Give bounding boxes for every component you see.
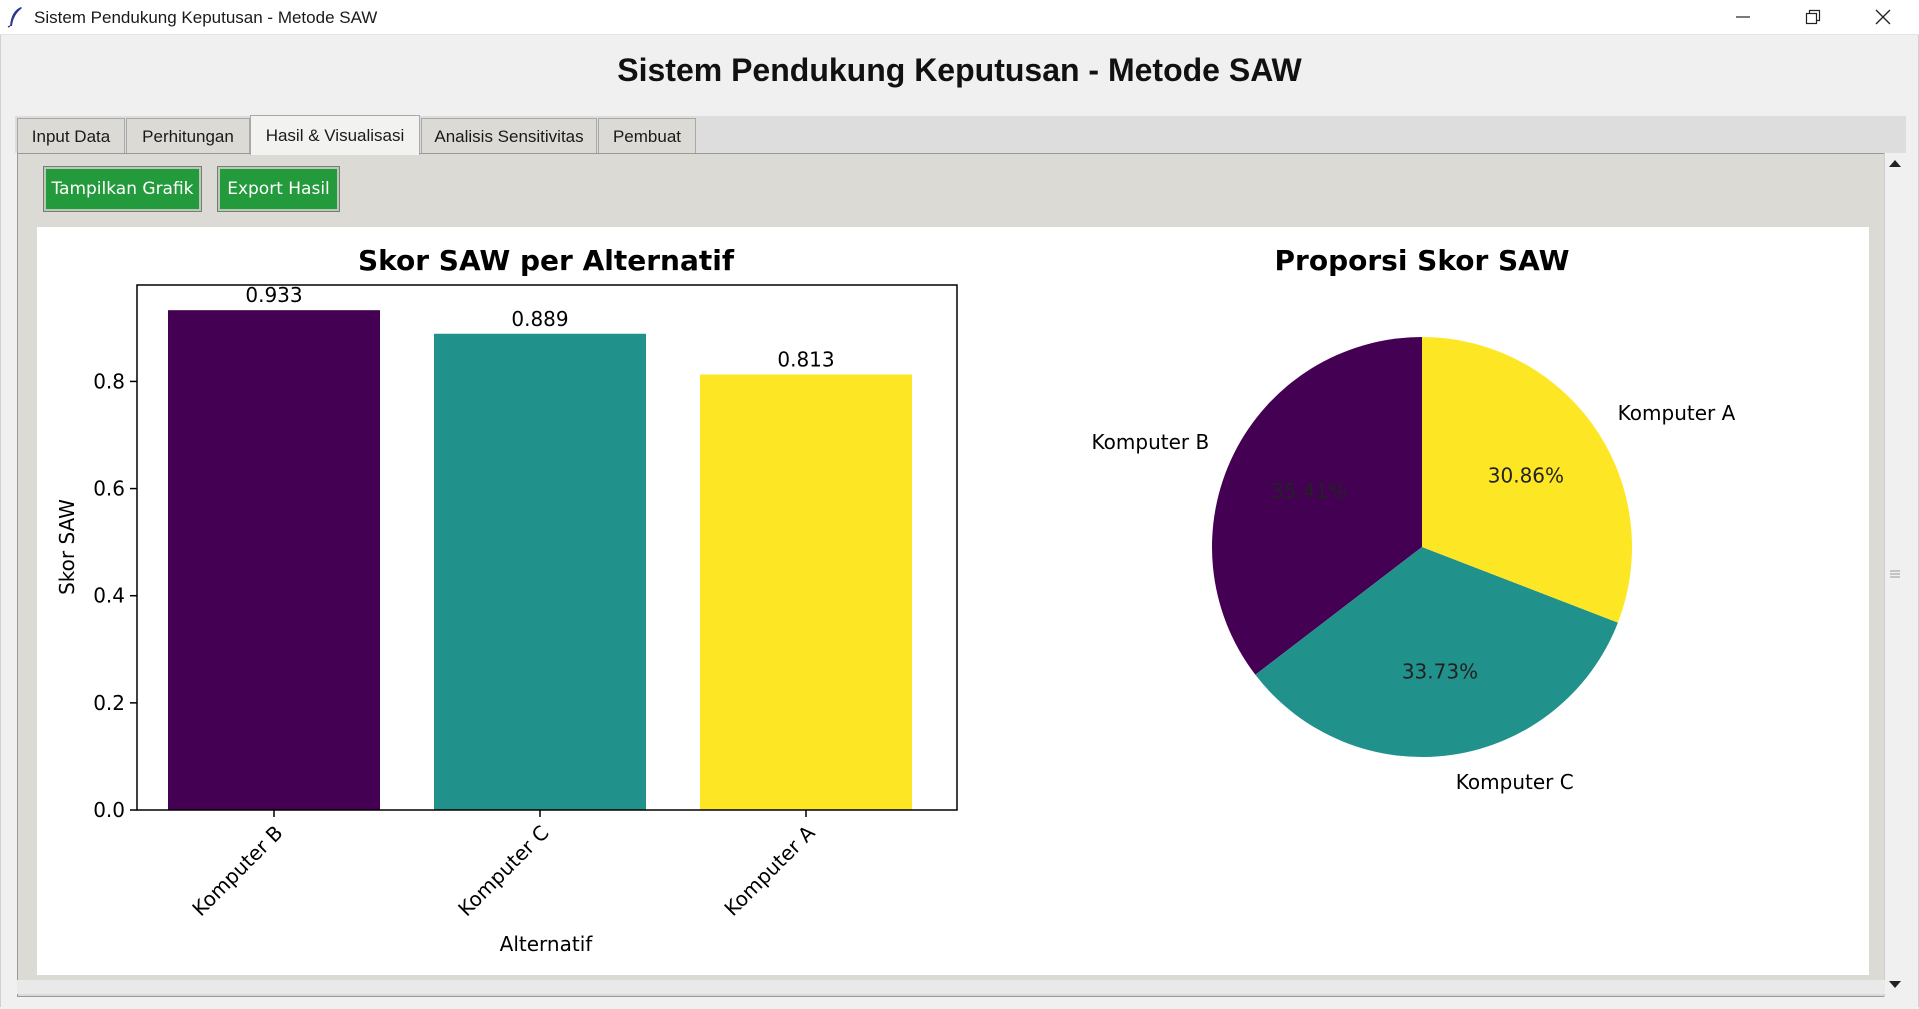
bar-value-label: 0.933	[245, 283, 302, 307]
close-icon	[1875, 9, 1891, 25]
app-heading: Sistem Pendukung Keputusan - Metode SAW	[617, 52, 1302, 88]
bar-chart-x-ticks: Komputer B Komputer C Komputer A	[187, 810, 820, 921]
bar-komputer-b	[168, 310, 380, 810]
bar-chart: Skor SAW per Alternatif 0.9330.8890.813 …	[55, 244, 958, 956]
pie-slice-label: Komputer C	[1456, 770, 1574, 794]
export-results-button[interactable]: Export Hasil	[217, 166, 340, 212]
minimize-button[interactable]	[1708, 0, 1778, 34]
pie-slice-komputer-a	[1422, 337, 1632, 623]
window-title: Sistem Pendukung Keputusan - Metode SAW	[34, 8, 378, 27]
pie-percent-label: 35.41%	[1271, 479, 1347, 503]
y-tick-label: 0.2	[93, 691, 125, 715]
pie-slice-label: Komputer B	[1092, 430, 1210, 454]
minimize-icon	[1736, 16, 1750, 18]
pie-slice-label: Komputer A	[1618, 401, 1736, 425]
pie-slice-komputer-b	[1212, 337, 1422, 675]
y-tick-label: 0.4	[93, 584, 125, 608]
tab-hasil-visualisasi[interactable]: Hasil & Visualisasi	[250, 115, 420, 155]
horizontal-scrollbar[interactable]	[17, 980, 1885, 994]
y-tick-label: 0.6	[93, 477, 125, 501]
bar-chart-bars: 0.933 0.889 0.813	[168, 283, 912, 810]
bar-value-label: 0.889	[511, 307, 568, 331]
bar-chart-y-label: Skor SAW	[55, 499, 79, 595]
scroll-down-icon[interactable]	[1885, 977, 1905, 993]
pie-chart: Proporsi Skor SAW 35.41% Komputer B 33.73%…	[1092, 244, 1736, 794]
y-tick-label: 0.0	[93, 798, 125, 822]
vertical-scrollbar[interactable]	[1884, 153, 1905, 997]
restore-icon	[1805, 9, 1821, 25]
pie-chart-title: Proporsi Skor SAW	[1275, 244, 1570, 277]
chart-figure-svg: Skor SAW per Alternatif 0.9330.8890.813 …	[55, 244, 1736, 956]
x-tick-label: Komputer B	[187, 821, 287, 921]
tab-input-data[interactable]: Input Data	[17, 118, 125, 153]
close-button[interactable]	[1848, 0, 1918, 34]
tab-perhitungan[interactable]: Perhitungan	[126, 118, 250, 153]
pie-percent-label: 30.86%	[1488, 464, 1564, 488]
x-tick-label: Komputer A	[719, 820, 819, 920]
bar-komputer-c	[434, 333, 646, 810]
bar-chart-axes-frame	[136, 284, 958, 811]
scroll-grip-icon[interactable]	[1885, 567, 1905, 583]
pie-slice-komputer-c	[1255, 547, 1618, 758]
pie-chart-slices: 35.41% Komputer B 33.73% Komputer C 30.86% Ko…	[1092, 337, 1736, 794]
chart-figure: Skor SAW per Alternatif 0.933 0.889 0.813 …	[37, 227, 1869, 975]
pie-percent-label: 33.73%	[1402, 660, 1478, 684]
feather-icon	[7, 7, 22, 28]
restore-button[interactable]	[1778, 0, 1848, 34]
bar-komputer-a	[700, 374, 912, 810]
tab-pembuat[interactable]: Pembuat	[598, 118, 696, 153]
window-titlebar: Sistem Pendukung Keputusan - Metode SAW	[0, 0, 1919, 35]
x-tick-label: Komputer C	[453, 821, 553, 921]
bar-chart-y-ticks: 0.0 0.2 0.4 0.6 0.8	[93, 369, 137, 822]
show-chart-button[interactable]: Tampilkan Grafik	[43, 166, 202, 212]
scroll-up-icon[interactable]	[1885, 155, 1905, 171]
bar-chart-x-label: Alternatif	[500, 932, 594, 956]
bar-chart-title: Skor SAW per Alternatif	[358, 244, 735, 277]
tab-analisis-sensitivitas[interactable]: Analisis Sensitivitas	[421, 118, 597, 153]
y-tick-label: 0.8	[93, 369, 125, 393]
bar-value-label: 0.813	[777, 347, 834, 371]
